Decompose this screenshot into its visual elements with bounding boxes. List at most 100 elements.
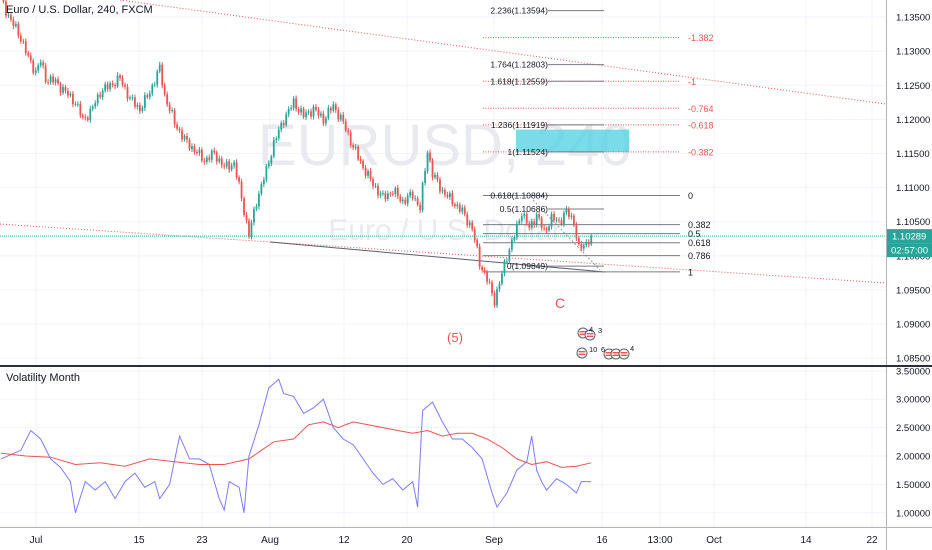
projection-dotted-line[interactable]	[532, 199, 601, 271]
candle	[456, 204, 459, 207]
candle	[510, 239, 513, 250]
candle	[292, 98, 295, 108]
candle	[166, 94, 169, 105]
candle	[478, 246, 481, 267]
candle	[401, 199, 404, 202]
candle	[181, 130, 183, 140]
target-zone[interactable]	[516, 129, 629, 153]
trend-lines[interactable]	[0, 0, 887, 284]
support-line[interactable]	[269, 241, 606, 273]
candle	[297, 108, 300, 113]
candle	[272, 139, 275, 157]
y-tick-label: 1.12500	[896, 81, 930, 92]
candle	[414, 198, 417, 199]
candle	[476, 239, 479, 247]
lower-channel-line[interactable]	[0, 223, 887, 284]
candle	[218, 158, 221, 162]
candle	[168, 104, 171, 111]
candle	[116, 75, 119, 87]
candle	[317, 109, 320, 116]
candle	[176, 124, 178, 129]
economic-events[interactable]: 4 310 6 4	[576, 325, 634, 360]
candle	[493, 293, 496, 306]
candle	[483, 270, 486, 272]
x-tick-label: 23	[196, 535, 208, 546]
candle	[223, 165, 226, 167]
candle	[396, 188, 399, 197]
y-tick-label: 1.10500	[896, 217, 930, 228]
event-count: 3	[598, 326, 602, 335]
candle	[196, 152, 198, 154]
candle	[540, 217, 543, 228]
fibonacci-tools[interactable]: -0.382-0.618-0.764-1-1.38200.3820.50.618…	[483, 6, 714, 278]
candle	[324, 118, 327, 124]
event-count: 4	[589, 325, 593, 334]
indicator-tick-label: 3.00000	[896, 395, 930, 406]
candle	[255, 206, 258, 209]
fib-price-label: 1(1.11524)	[508, 147, 549, 157]
candle	[270, 156, 273, 164]
candle	[436, 174, 439, 180]
y-tick-label: 1.13000	[896, 47, 930, 58]
candle	[349, 132, 352, 146]
candle	[173, 110, 176, 125]
candle	[520, 216, 523, 221]
candle	[406, 195, 409, 204]
candle	[320, 113, 322, 116]
candle	[374, 185, 377, 187]
candle	[171, 110, 174, 111]
candle	[421, 182, 424, 210]
candle	[352, 145, 355, 148]
candle	[91, 106, 94, 109]
candle	[339, 114, 342, 120]
candle	[153, 84, 156, 86]
fib-extension-label: -0.618	[688, 120, 714, 130]
candle	[215, 152, 218, 162]
candle	[89, 108, 92, 121]
candle	[146, 95, 149, 97]
candle	[27, 52, 30, 56]
candle	[582, 245, 585, 249]
candle	[243, 198, 245, 215]
candle	[59, 83, 62, 93]
candle	[94, 103, 97, 107]
x-tick-label: 20	[401, 535, 413, 546]
candle	[453, 204, 456, 207]
candle	[220, 158, 223, 166]
eu-event-flag[interactable]	[618, 348, 630, 360]
candle	[151, 84, 154, 94]
candle	[434, 174, 436, 178]
eu-event-flag[interactable]	[584, 329, 596, 341]
candles	[2, 0, 593, 309]
candle	[448, 193, 451, 197]
pane-divider[interactable]	[0, 365, 932, 367]
candle	[473, 229, 476, 240]
candle	[114, 84, 116, 87]
candle	[267, 163, 270, 167]
y-tick-label: 1.09000	[896, 320, 930, 331]
candle	[245, 214, 248, 221]
grid	[0, 0, 886, 527]
candle	[327, 107, 330, 119]
candle	[52, 76, 54, 83]
candle	[42, 62, 45, 66]
y-tick-label: 1.13500	[896, 13, 930, 24]
candle	[518, 220, 521, 224]
candle	[22, 41, 25, 42]
candle	[275, 138, 278, 140]
countdown-badge	[887, 243, 932, 258]
candle	[44, 65, 47, 83]
candle	[62, 87, 64, 93]
candle	[233, 162, 236, 166]
us-event-flag[interactable]	[576, 347, 588, 359]
candle	[431, 160, 434, 178]
candle	[37, 65, 40, 71]
candle	[498, 283, 501, 290]
candle	[67, 90, 69, 96]
candle	[203, 160, 206, 162]
candle	[183, 136, 186, 140]
candle	[84, 117, 87, 118]
candle	[508, 249, 511, 261]
